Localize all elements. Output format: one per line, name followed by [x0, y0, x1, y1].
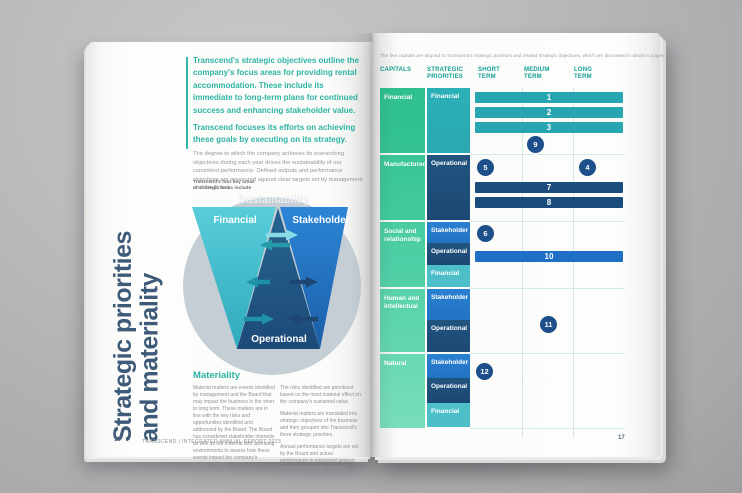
- grid-line: [470, 154, 625, 155]
- objective-bar: 10: [475, 251, 623, 262]
- grid-line: [470, 428, 625, 429]
- stakeholder-wedge: [280, 207, 348, 349]
- page-title-line2: and materiality: [135, 273, 164, 442]
- objective-bar: 8: [475, 197, 623, 208]
- column-header-strategic-priorities: STRATEGIC PRIORITIES: [427, 67, 464, 80]
- grid-line: [470, 353, 625, 354]
- capital-cell: Natural: [380, 354, 425, 428]
- priority-cell: Financial: [427, 265, 470, 287]
- intro-paragraph-primary: Transcend's strategic objectives outline…: [193, 56, 359, 115]
- materiality-column-1: Material matters are events identified b…: [193, 385, 275, 468]
- objective-bar: 1: [475, 92, 623, 103]
- exchange-arrow-left-icon: [246, 276, 270, 288]
- intro-paragraph-secondary: Transcend focuses its efforts on achievi…: [193, 123, 356, 145]
- column-header-capitals: CAPITALS: [380, 67, 412, 73]
- objective-bar: 7: [475, 182, 623, 193]
- exchange-arrow-right-icon: [266, 229, 298, 241]
- intro-body-text: The degree to which the company achieves…: [193, 151, 363, 192]
- page-title: Strategic priorities and materiality: [109, 202, 164, 442]
- materiality-paragraph: The risks identified are prioritised bas…: [280, 385, 361, 405]
- priority-cell: Financial: [427, 88, 470, 153]
- right-page: The five capitals are aligned to Transce…: [372, 33, 684, 457]
- column-header-long-term: LONG TERM: [574, 67, 593, 80]
- report-footer-text: TRANSCEND | INTEGRATED ANNUAL REPORT 202…: [142, 439, 282, 445]
- operational-triangle: [237, 208, 320, 349]
- intro-accent-rule: [186, 57, 188, 149]
- capital-cell: Social and relationship: [380, 222, 425, 287]
- objective-bar: 3: [475, 122, 623, 133]
- exchange-arrow-left-icon: [288, 313, 318, 325]
- objective-marker: 6: [477, 225, 494, 242]
- capital-cell: Human and intellectual: [380, 289, 425, 352]
- grid-line: [573, 88, 574, 438]
- materiality-heading: Materiality: [193, 370, 240, 381]
- priority-cell: Operational: [427, 155, 470, 220]
- column-header-medium-term: MEDIUM TERM: [524, 67, 550, 80]
- stakeholder-label: Stakeholder: [292, 215, 349, 226]
- materiality-column-2: The risks identified are prioritised bas…: [280, 385, 362, 484]
- priority-cell: Stakeholder: [427, 354, 470, 378]
- right-page-number: 17: [618, 435, 625, 441]
- exchange-arrow-right-icon: [244, 313, 274, 325]
- diagram-caption: Transcend's four key areas of strategic …: [193, 180, 255, 191]
- grid-line: [522, 88, 523, 438]
- objective-marker: 12: [476, 363, 493, 380]
- objective-marker: 4: [579, 159, 596, 176]
- sustainability-label: Sustainability: [238, 194, 310, 206]
- objective-marker: 5: [477, 159, 494, 176]
- table-intro-text: The five capitals are aligned to Transce…: [380, 53, 684, 58]
- objective-marker: 9: [527, 136, 544, 153]
- strategy-funnel-diagram: Sustainability Financial Stakeholder Ope…: [183, 194, 361, 375]
- left-page-number: 16: [114, 437, 121, 443]
- exchange-arrow-right-icon: [290, 276, 318, 288]
- page-title-line1: Strategic priorities: [109, 231, 137, 442]
- grid-line: [470, 221, 625, 222]
- capital-cell: Financial: [380, 88, 425, 153]
- materiality-paragraph: Annual performance targets are set by th…: [280, 444, 359, 478]
- grid-line: [470, 288, 625, 289]
- objective-marker: 11: [540, 316, 557, 333]
- objective-bar: 2: [475, 107, 623, 118]
- priority-cell: Stakeholder: [427, 289, 470, 320]
- priority-cell: Operational: [427, 243, 470, 265]
- priority-cell: Operational: [427, 320, 470, 352]
- column-header-short-term: SHORT TERM: [478, 67, 500, 80]
- left-page: Strategic priorities and materiality Tra…: [88, 42, 372, 478]
- priority-cell: Operational: [427, 378, 470, 403]
- capital-cell: Manufactured: [380, 155, 427, 220]
- priority-cell: Stakeholder: [427, 222, 470, 243]
- materiality-paragraph: Material matters are translated into str…: [280, 411, 358, 438]
- operational-label: Operational: [251, 334, 307, 345]
- financial-label: Financial: [213, 215, 257, 226]
- financial-wedge: [192, 207, 276, 349]
- exchange-arrow-left-icon: [260, 239, 290, 251]
- priority-cell: Financial: [427, 403, 470, 427]
